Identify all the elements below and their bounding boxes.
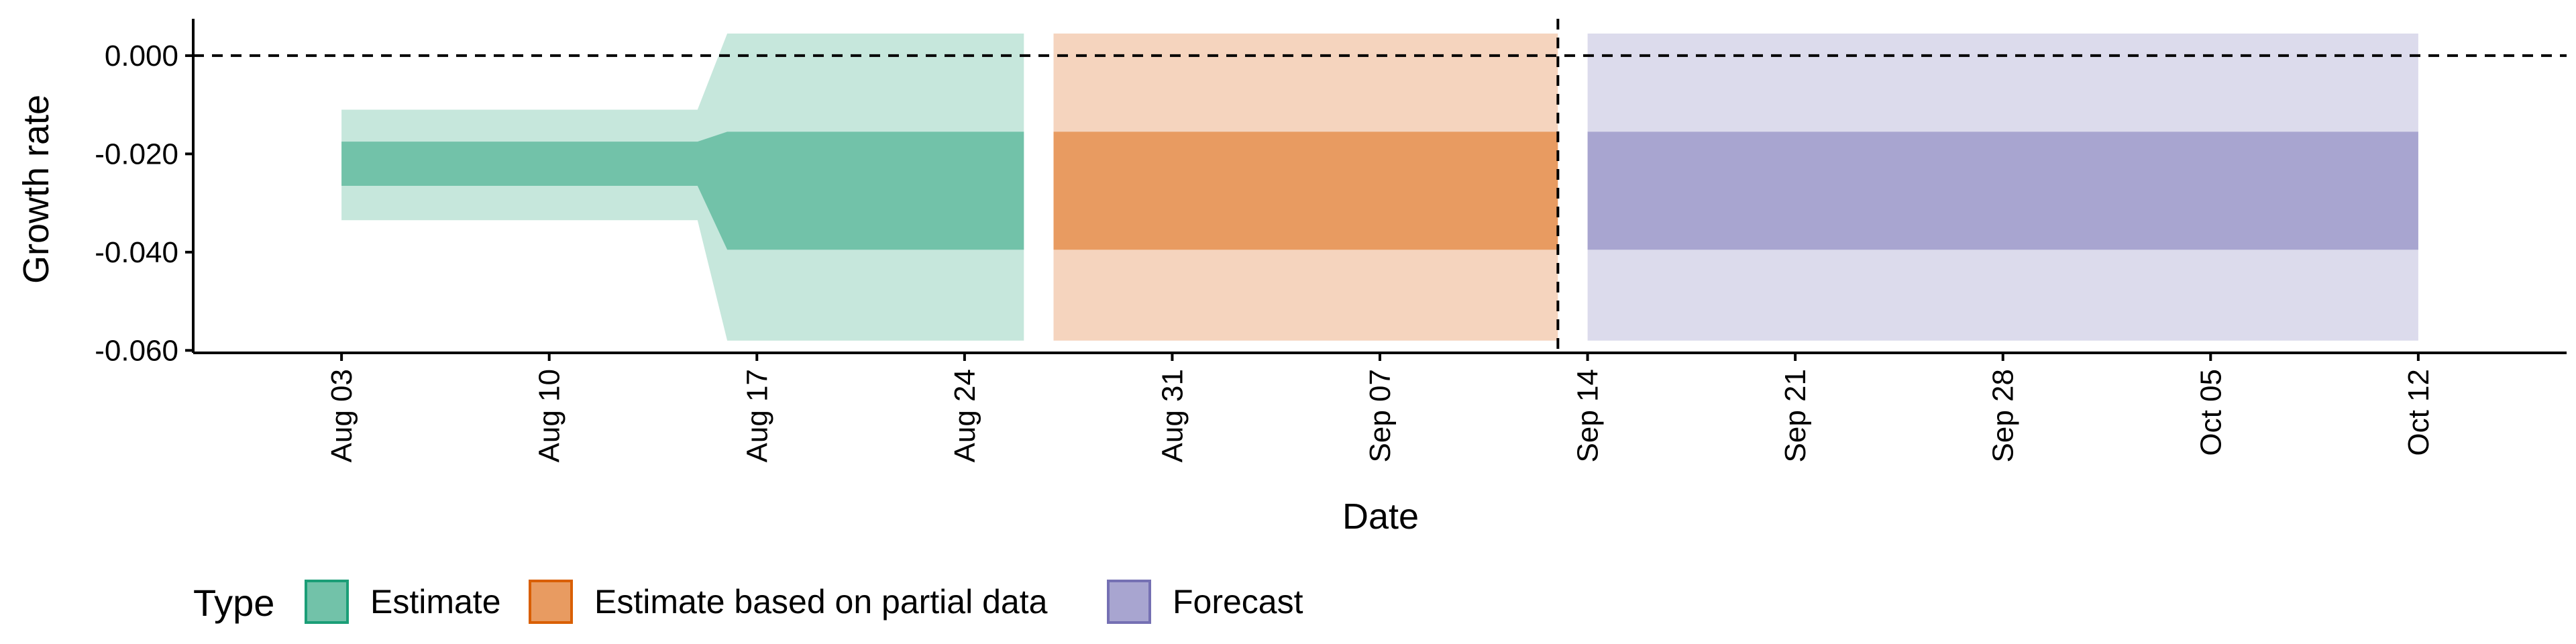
ribbon-layer bbox=[341, 34, 2418, 341]
x-tick-label: Aug 24 bbox=[949, 369, 981, 462]
legend-label-estimate-based-on-partial-data: Estimate based on partial data bbox=[594, 583, 1048, 621]
x-tick-label: Sep 07 bbox=[1364, 369, 1397, 462]
legend-title: Type bbox=[193, 582, 274, 624]
x-tick-label: Aug 03 bbox=[325, 369, 358, 462]
x-tick-label: Oct 05 bbox=[2194, 369, 2227, 456]
x-tick-label: Sep 14 bbox=[1572, 369, 1605, 462]
x-tick-label: Aug 10 bbox=[533, 369, 566, 462]
axes: 0.000-0.020-0.040-0.060 Aug 03 Aug 10 Aug … bbox=[95, 19, 2567, 462]
x-tick-label: Aug 17 bbox=[741, 369, 773, 462]
legend-label-forecast: Forecast bbox=[1173, 583, 1303, 621]
legend-label-estimate: Estimate bbox=[370, 583, 501, 621]
x-tick-label: Oct 12 bbox=[2402, 369, 2435, 456]
y-ticks: 0.000 -0.020 -0.040 -0.060 bbox=[95, 40, 193, 367]
estimate-based-on-partial-data-inner-band bbox=[1053, 131, 1558, 250]
forecast-inner-band bbox=[1587, 131, 2418, 250]
y-axis-title: Growth rate bbox=[16, 95, 56, 284]
x-tick-label: Sep 21 bbox=[1779, 369, 1812, 462]
x-axis-title: Date bbox=[1342, 496, 1419, 537]
legend-items: Estimate Estimate based on partial data Fo… bbox=[305, 580, 1303, 624]
y-tick-label: -0.060 bbox=[95, 334, 178, 367]
legend-swatch-forecast bbox=[1107, 580, 1151, 624]
estimate-outer-band bbox=[341, 34, 1024, 341]
x-ticks: Aug 03 Aug 10 Aug 17 Aug 24 Aug 31 Sep 07 Sep … bbox=[325, 353, 2435, 462]
legend-swatch-estimate bbox=[305, 580, 349, 624]
legend-swatch-estimate-based-on-partial-data bbox=[529, 580, 573, 624]
x-tick-label: Sep 28 bbox=[1987, 369, 2020, 462]
x-tick-label: Aug 31 bbox=[1156, 369, 1189, 462]
estimate-inner-band bbox=[341, 131, 1024, 250]
legend: Type Estimate Estimate based on partial d… bbox=[193, 580, 1303, 624]
y-tick-label: -0.040 bbox=[95, 236, 178, 269]
y-tick-label: -0.020 bbox=[95, 138, 178, 170]
y-tick-label: 0.000 bbox=[105, 40, 178, 72]
reference-lines bbox=[193, 19, 2567, 353]
